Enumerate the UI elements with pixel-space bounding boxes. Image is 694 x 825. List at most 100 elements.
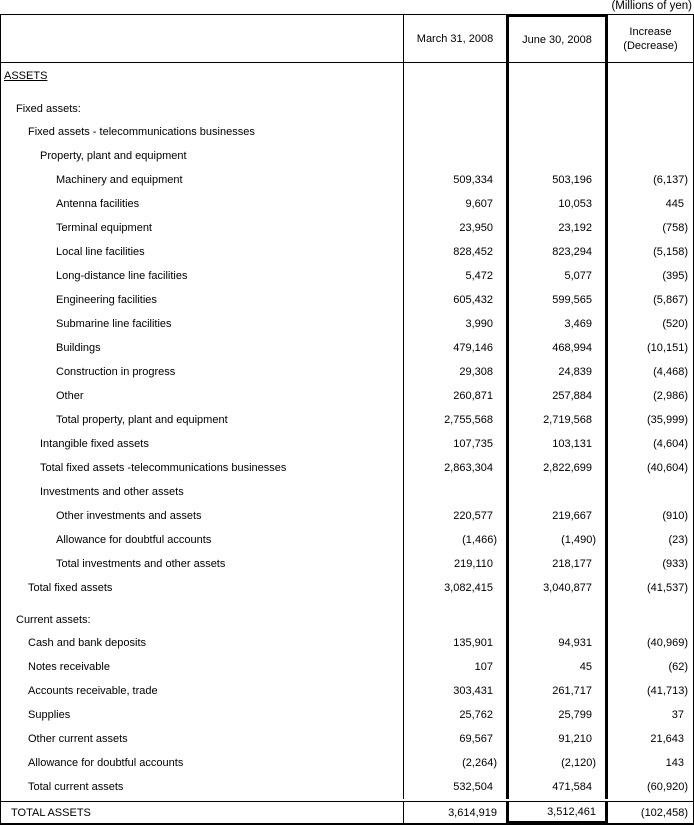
row-jun30-cell — [506, 89, 608, 120]
row-mar31-cell — [404, 144, 506, 168]
row-label-cell: Other — [1, 384, 404, 408]
row-increase-value: (4,468) — [653, 366, 688, 378]
total-assets-row: TOTAL ASSETS 3,614,919 3,512,461 (102,45… — [1, 801, 693, 823]
row-increase-value: 143 — [665, 757, 684, 769]
row-label: Engineering facilities — [56, 294, 157, 306]
row-mar31-value: 509,334 — [453, 174, 493, 186]
row-jun30-cell — [506, 600, 608, 631]
row-mar31-cell: 29,308 — [404, 360, 506, 384]
row-mar31-value: 107,735 — [453, 438, 493, 450]
total-assets-label: TOTAL ASSETS — [11, 806, 91, 819]
row-label: Buildings — [56, 342, 101, 354]
row-label-cell: Intangible fixed assets — [1, 432, 404, 456]
table-row: Current assets: — [1, 600, 693, 631]
row-mar31-cell: 509,334 — [404, 168, 506, 192]
row-mar31-value: 3,082,415 — [444, 582, 493, 594]
row-jun30-cell — [506, 63, 608, 89]
row-label: Antenna facilities — [56, 198, 140, 210]
total-assets-mar31-value: 3,614,919 — [448, 806, 497, 819]
row-label-cell: ASSETS — [1, 63, 404, 89]
row-jun30-cell — [506, 480, 608, 504]
row-label-cell: Total investments and other assets — [1, 552, 404, 576]
row-jun30-cell: 218,177 — [506, 552, 608, 576]
row-increase-value: (520) — [662, 318, 688, 330]
row-mar31-cell — [404, 600, 506, 631]
row-jun30-cell: 10,053 — [506, 192, 608, 216]
row-jun30-cell: 261,717 — [506, 679, 608, 703]
table-row: Accounts receivable, trade 303,431 261,7… — [1, 679, 693, 703]
row-increase-value: (933) — [662, 558, 688, 570]
row-increase-value: (2,986) — [653, 390, 688, 402]
row-increase-value: (23) — [668, 534, 688, 546]
row-mar31-cell: 2,863,304 — [404, 456, 506, 480]
row-mar31-cell: 9,607 — [404, 192, 506, 216]
row-increase-cell: 37 — [608, 703, 693, 727]
row-label-cell: Antenna facilities — [1, 192, 404, 216]
row-label: ASSETS — [4, 70, 48, 82]
row-mar31-value: 25,762 — [459, 709, 493, 721]
row-label: Construction in progress — [56, 366, 176, 378]
row-label: Cash and bank deposits — [28, 637, 147, 649]
row-increase-cell: (4,604) — [608, 432, 693, 456]
row-label-cell: Total fixed assets — [1, 576, 404, 600]
row-mar31-cell: 107 — [404, 655, 506, 679]
row-increase-value: (5,158) — [653, 246, 688, 258]
table-row: Fixed assets - telecommunications busine… — [1, 120, 693, 144]
row-label-cell: Construction in progress — [1, 360, 404, 384]
total-assets-jun30-value: 3,512,461 — [547, 805, 596, 818]
row-increase-cell: (6,137) — [608, 168, 693, 192]
row-jun30-value: 103,131 — [552, 438, 592, 450]
row-jun30-cell: 5,077 — [506, 264, 608, 288]
row-label-cell: Total current assets — [1, 775, 404, 799]
row-jun30-cell: 468,994 — [506, 336, 608, 360]
table-body: ASSETS Fixed assets: Fixed assets - tele… — [1, 63, 693, 801]
row-jun30-value: 3,469 — [564, 318, 592, 330]
row-increase-cell: (2,986) — [608, 384, 693, 408]
row-increase-value: (40,604) — [647, 462, 688, 474]
row-mar31-cell — [404, 63, 506, 89]
row-label-cell: Fixed assets - telecommunications busine… — [1, 120, 404, 144]
row-label-cell: Allowance for doubtful accounts — [1, 751, 404, 775]
row-label-cell: Machinery and equipment — [1, 168, 404, 192]
row-jun30-value: 823,294 — [552, 246, 592, 258]
row-increase-cell: (5,158) — [608, 240, 693, 264]
row-jun30-cell: 3,040,877 — [506, 576, 608, 600]
row-jun30-cell: 257,884 — [506, 384, 608, 408]
table-row: Local line facilities 828,452 823,294 (5… — [1, 240, 693, 264]
row-increase-value: (41,537) — [647, 582, 688, 594]
row-jun30-value: 10,053 — [558, 198, 592, 210]
table-row: Total investments and other assets 219,1… — [1, 552, 693, 576]
table-row: Long-distance line facilities 5,472 5,07… — [1, 264, 693, 288]
row-increase-value: (758) — [662, 222, 688, 234]
row-label-cell: Supplies — [1, 703, 404, 727]
row-label-cell: Investments and other assets — [1, 480, 404, 504]
assets-table: March 31, 2008 June 30, 2008 Increase (D… — [0, 14, 694, 825]
row-jun30-value: 2,822,699 — [543, 462, 592, 474]
row-jun30-cell: 94,931 — [506, 631, 608, 655]
header-june-30-2008: June 30, 2008 — [506, 15, 608, 62]
row-increase-cell — [608, 120, 693, 144]
row-mar31-value: 303,431 — [453, 685, 493, 697]
row-jun30-cell: 103,131 — [506, 432, 608, 456]
table-row: Supplies 25,762 25,799 37 — [1, 703, 693, 727]
table-row: Fixed assets: — [1, 89, 693, 120]
row-jun30-value: 91,210 — [558, 733, 592, 745]
header-increase-line1: Increase — [629, 25, 672, 38]
row-label-cell: Terminal equipment — [1, 216, 404, 240]
row-mar31-value: 220,577 — [453, 510, 493, 522]
row-jun30-value: 25,799 — [558, 709, 592, 721]
row-mar31-value: 2,863,304 — [444, 462, 493, 474]
row-mar31-cell: 69,567 — [404, 727, 506, 751]
table-row: Other 260,871 257,884 (2,986) — [1, 384, 693, 408]
row-jun30-value: 24,839 — [558, 366, 592, 378]
row-label: Other current assets — [28, 733, 128, 745]
row-label: Total current assets — [28, 781, 124, 793]
row-label: Intangible fixed assets — [40, 438, 149, 450]
row-increase-cell: (35,999) — [608, 408, 693, 432]
row-mar31-cell: 828,452 — [404, 240, 506, 264]
row-increase-cell — [608, 63, 693, 89]
row-jun30-cell: 24,839 — [506, 360, 608, 384]
row-mar31-cell: 135,901 — [404, 631, 506, 655]
header-increase-decrease: Increase (Decrease) — [608, 15, 693, 62]
